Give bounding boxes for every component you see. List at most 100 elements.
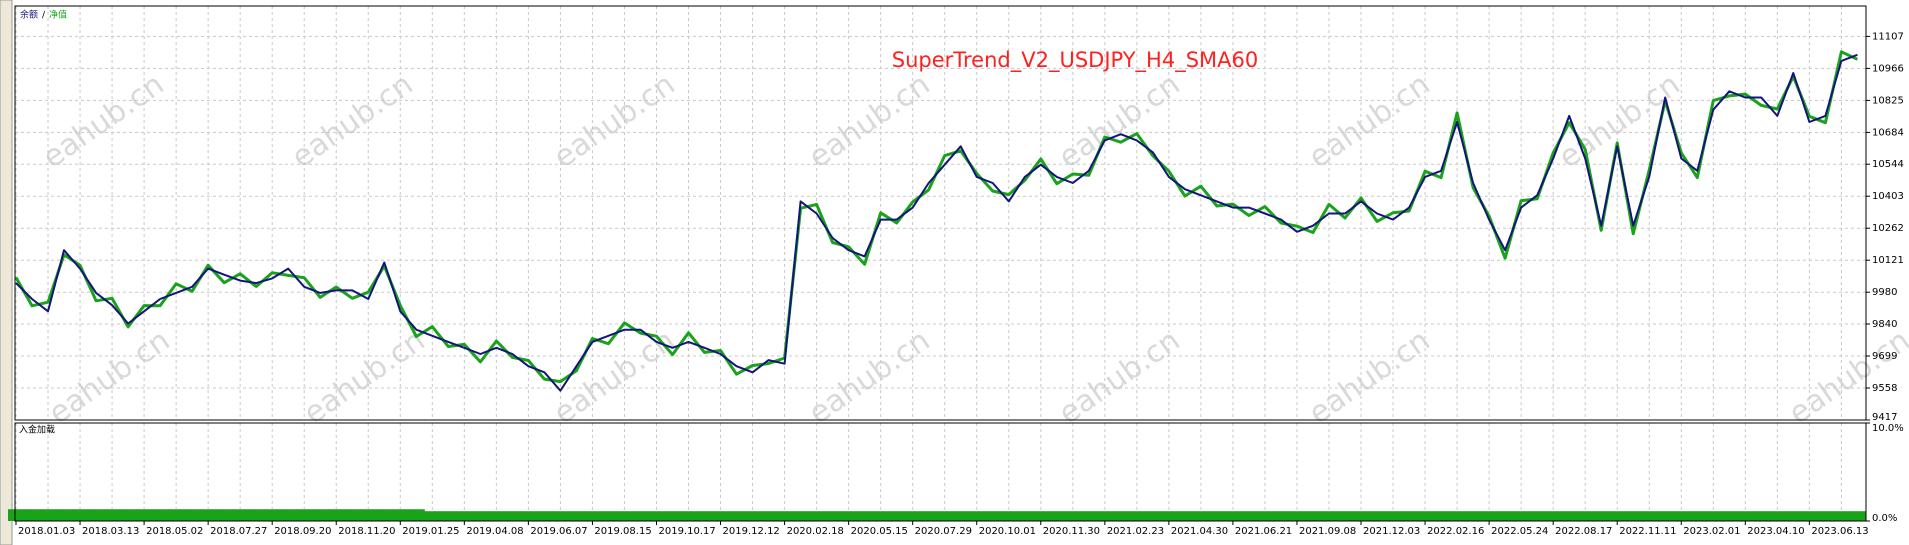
y-tick-label: 9699 (1872, 351, 1897, 362)
load-bar (136, 509, 153, 521)
load-bar (472, 511, 489, 521)
load-bar (1240, 511, 1258, 521)
load-bar (200, 509, 217, 521)
load-bar (1032, 511, 1050, 521)
x-tick-label: 2021.06.21 (1235, 526, 1292, 537)
load-bar (424, 511, 441, 521)
load-bar (344, 509, 361, 521)
x-tick-label: 2019.10.17 (658, 526, 715, 537)
load-bar (1320, 511, 1338, 521)
load-bar (392, 509, 409, 521)
y-tick-label: 10262 (1872, 223, 1904, 234)
load-bar (1737, 511, 1754, 521)
load-bar (552, 511, 569, 521)
x-tick-label: 2021.09.08 (1299, 526, 1356, 537)
load-bar (920, 511, 938, 521)
side-toolbar (0, 0, 13, 545)
x-tick-label: 2019.12.12 (723, 526, 780, 537)
load-bar (984, 511, 1002, 521)
x-tick-label: 2021.02.23 (1107, 526, 1164, 537)
load-bar (1256, 511, 1274, 521)
load-bar (616, 511, 633, 521)
load-bar (536, 511, 553, 521)
load-bar (1545, 511, 1562, 521)
load-bar (1801, 511, 1818, 521)
load-bar (712, 511, 730, 521)
load-bar (1641, 511, 1658, 521)
load-bar (1048, 511, 1066, 521)
load-bar (248, 509, 265, 521)
load-bar (1016, 511, 1034, 521)
load-bar (824, 511, 842, 521)
load-bar (872, 511, 890, 521)
load-bar (1465, 511, 1482, 521)
load-bar (584, 511, 601, 521)
y-tick-label: 9558 (1872, 383, 1897, 394)
load-bar (376, 509, 393, 521)
load-bar (1176, 511, 1194, 521)
x-tick-label: 2019.06.07 (530, 526, 587, 537)
load-bar (216, 509, 233, 521)
x-tick-label: 2019.01.25 (402, 526, 459, 537)
x-tick-label: 2018.07.27 (210, 526, 267, 537)
load-bar (264, 509, 281, 521)
y-tick-label: 10684 (1872, 127, 1904, 138)
y-tick-label: 0.0% (1872, 513, 1897, 524)
y-tick-label: 10825 (1872, 95, 1904, 106)
load-bar (792, 511, 810, 521)
series-line (15, 53, 1858, 392)
load-bar (1272, 511, 1290, 521)
load-bar (456, 511, 473, 521)
load-frame (14, 422, 1867, 522)
main-frame (14, 5, 1867, 421)
load-bar (856, 511, 874, 521)
load-bar (600, 511, 617, 521)
load-bar (568, 511, 585, 521)
x-tick-label: 2021.12.03 (1363, 526, 1420, 537)
load-bar (1064, 511, 1082, 521)
load-bar (360, 509, 377, 521)
x-tick-label: 2021.04.30 (1171, 526, 1228, 537)
load-bar (760, 511, 778, 521)
load-bar (1721, 511, 1738, 521)
x-tick-label: 2022.02.16 (1427, 526, 1484, 537)
load-bar (1593, 511, 1610, 521)
load-bar (968, 511, 986, 521)
load-bar (1689, 511, 1706, 521)
x-tick-label: 2019.08.15 (594, 526, 651, 537)
load-bar (328, 509, 345, 521)
load-bar (1481, 511, 1498, 521)
load-bar (664, 511, 682, 521)
load-bar (888, 511, 906, 521)
load-bar (1529, 511, 1546, 521)
load-bar (904, 511, 922, 521)
y-tick-label: 10544 (1872, 159, 1904, 170)
load-bar (1449, 511, 1466, 521)
load-bar (1128, 511, 1146, 521)
legend-separator: / (42, 11, 46, 21)
load-bar (1112, 511, 1130, 521)
load-bar (1625, 511, 1642, 521)
load-bar (1657, 511, 1674, 521)
load-bar (1753, 511, 1770, 521)
x-tick-label: 2022.05.24 (1491, 526, 1548, 537)
load-bar (1353, 511, 1370, 521)
load-bar (952, 511, 970, 521)
y-tick-label: 9980 (1872, 287, 1897, 298)
load-bar (504, 511, 521, 521)
load-bar (1417, 511, 1434, 521)
x-tick-label: 2020.11.30 (1043, 526, 1100, 537)
load-bar (808, 511, 826, 521)
load-bar (56, 509, 73, 521)
load-bar (1609, 511, 1626, 521)
load-bar (1833, 511, 1850, 521)
x-tick-label: 2023.04.10 (1747, 526, 1804, 537)
load-bar (1369, 511, 1386, 521)
load-bar (7, 509, 25, 521)
load-bar (280, 509, 297, 521)
load-bar (744, 511, 762, 521)
load-bar (680, 511, 698, 521)
x-tick-label: 2018.09.20 (274, 526, 331, 537)
